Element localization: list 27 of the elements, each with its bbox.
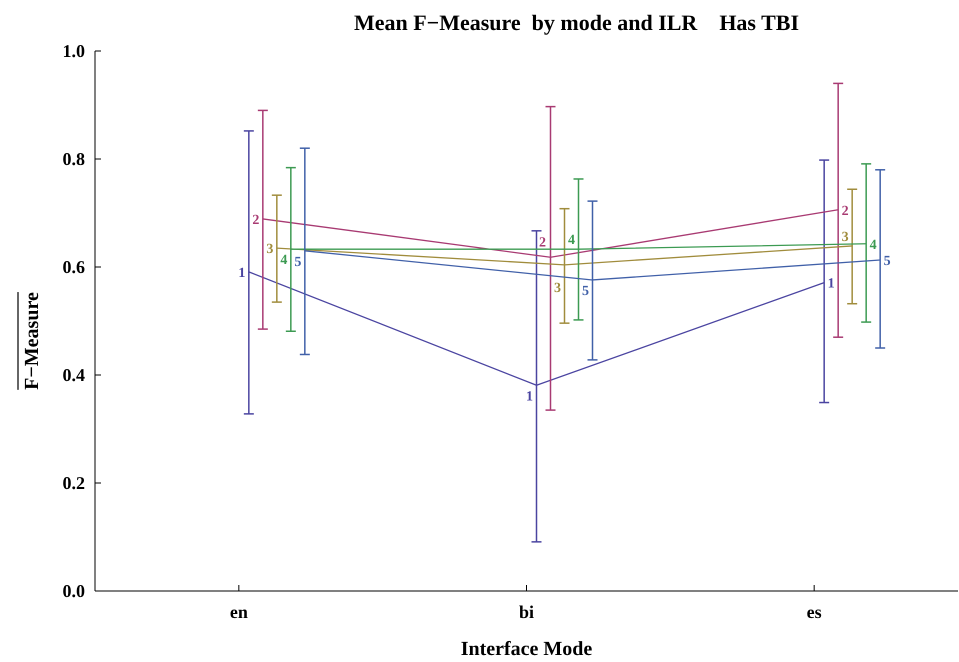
series-label: 5 [884, 254, 891, 269]
series-label: 4 [568, 233, 575, 248]
x-tick-label: es [806, 602, 822, 622]
text: 5 [582, 284, 589, 299]
x-tick-label: bi [518, 602, 534, 622]
series-label: 1 [238, 266, 246, 281]
text: 1 [828, 276, 835, 292]
text: 2 [539, 235, 546, 250]
text: 3 [266, 242, 274, 258]
chart-title: Mean F−Measure by mode and ILR Has TBI [354, 10, 800, 35]
y-tick-label: 0.4 [62, 364, 85, 385]
y-tick-label: 0.0 [62, 580, 85, 601]
y-axis-title: F−Measure [21, 292, 43, 390]
text: 4 [280, 253, 288, 268]
x-axis-title: Interface Mode [460, 638, 592, 660]
y-tick-label: 1.0 [62, 40, 85, 61]
text: 4 [870, 238, 877, 253]
series-label: 2 [252, 212, 260, 228]
text: 5 [294, 254, 302, 270]
text: 3 [554, 280, 561, 296]
text: 2 [842, 204, 849, 219]
y-tick-label: 0.2 [62, 472, 85, 493]
series-label: 3 [842, 230, 849, 245]
x-tick-label: en [230, 602, 248, 622]
text: 1 [526, 389, 533, 404]
y-tick-label: 0.6 [62, 256, 85, 277]
y-tick-label: 0.8 [62, 148, 85, 169]
